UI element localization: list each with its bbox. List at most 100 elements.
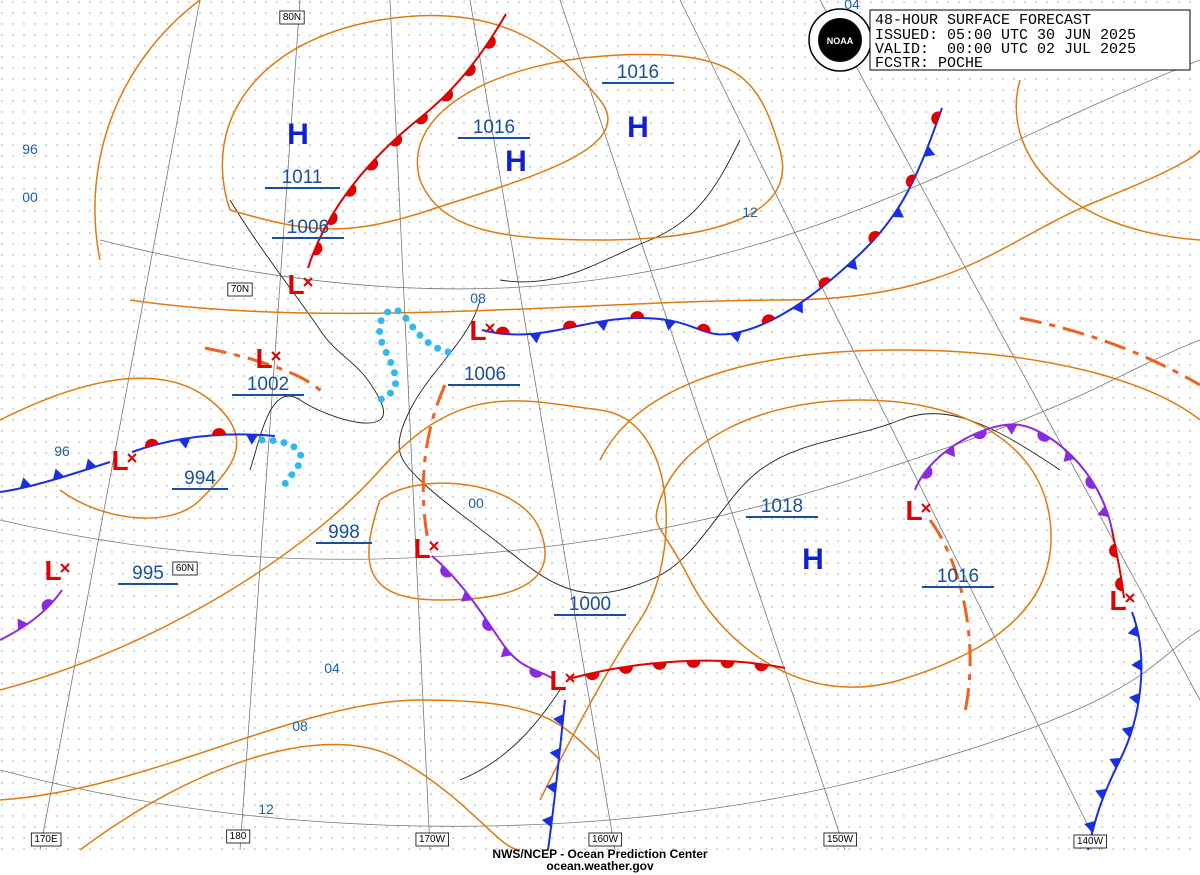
warm-symbol [905, 174, 916, 188]
warm-symbol [327, 211, 338, 225]
semicircle [41, 599, 54, 612]
semicircle [754, 663, 769, 672]
cold-symbol [846, 258, 858, 271]
dry-line [376, 306, 452, 404]
semicircle [484, 35, 496, 49]
cold-symbol [1097, 505, 1109, 518]
warm-symbol [389, 134, 403, 147]
cold-symbol [596, 320, 609, 332]
triangle [1129, 692, 1140, 705]
semicircle [1037, 431, 1051, 442]
warm-symbol [145, 438, 159, 448]
grid-label: 80N [283, 12, 301, 23]
high-center: H [802, 543, 824, 576]
cold-symbol [541, 815, 553, 828]
triangle [85, 458, 97, 470]
warm-symbol [720, 660, 735, 669]
cold-symbol [19, 477, 32, 489]
cold-symbol [664, 319, 676, 331]
low-x [271, 351, 281, 361]
isobar-label: 00 [468, 495, 484, 511]
warm-symbol [585, 671, 600, 681]
cold-symbol [1127, 625, 1139, 638]
triangle [1095, 788, 1107, 800]
isobar-label: 04 [844, 0, 860, 12]
warm-symbol [415, 112, 428, 125]
warm-symbol [563, 320, 577, 330]
grid-label-box [1073, 834, 1108, 849]
triangle [500, 646, 513, 658]
warm-symbol [1037, 431, 1051, 442]
trough [421, 384, 447, 541]
trough [204, 346, 324, 394]
warm-symbol [754, 663, 769, 672]
triangle [529, 332, 542, 344]
semicircle [464, 63, 476, 77]
grid-label-box [823, 832, 858, 847]
triangle [1084, 820, 1096, 833]
warm-symbol [686, 660, 701, 668]
warm-symbol [818, 277, 832, 289]
triangle [730, 331, 742, 343]
semicircle [1115, 577, 1124, 591]
grid-label-box [415, 832, 450, 847]
triangle [178, 437, 191, 449]
pressure-label: 998 [328, 522, 360, 543]
triangle [923, 145, 936, 157]
pressure-label: 1006 [464, 364, 506, 385]
cold-symbol [545, 781, 557, 794]
pressure-labels: 1011 1006 1016 1016 1002 994 995 998 100… [118, 62, 994, 616]
triangle [846, 258, 858, 271]
triangle [541, 815, 553, 828]
trough [928, 519, 972, 713]
pressure-label: 1016 [617, 62, 659, 83]
warm-symbol [1115, 577, 1124, 591]
cold-symbol [1129, 692, 1140, 705]
cold-front [1087, 611, 1143, 851]
semicircle [652, 662, 667, 670]
header-box: 48-HOUR SURFACE FORECAST ISSUED: 05:00 U… [869, 9, 1191, 72]
low-center: L [255, 343, 272, 374]
warm-symbol [484, 35, 496, 49]
semicircle [696, 323, 711, 334]
cold-symbol [1121, 726, 1134, 738]
grid-label: 70N [231, 284, 249, 295]
grid-label-box [172, 561, 198, 576]
low-x [127, 453, 137, 463]
warm-symbol [441, 89, 453, 102]
cold-symbol [1109, 757, 1122, 769]
warm-symbol [652, 662, 667, 670]
cold-symbol [1084, 820, 1096, 833]
semicircle [720, 660, 735, 669]
pressure-label: 1018 [761, 496, 803, 517]
warm-symbol [1085, 476, 1097, 489]
triangle [892, 206, 904, 218]
isobar-label: 12 [258, 801, 274, 817]
triangle [1127, 625, 1139, 638]
semicircle [312, 241, 323, 256]
cold-front [547, 699, 566, 851]
grid-label: 60N [176, 563, 194, 574]
semicircle [1109, 543, 1118, 558]
triangle [792, 301, 804, 314]
low-x [921, 503, 931, 513]
semicircle [415, 112, 428, 125]
triangle [1121, 726, 1134, 738]
warm-symbol [482, 618, 494, 631]
low-center: L [905, 495, 922, 526]
isobars [0, 0, 1200, 851]
cold-front [0, 461, 111, 493]
cold-symbol [52, 468, 65, 480]
isobar-label: 96 [54, 443, 70, 459]
low-center: L [413, 533, 430, 564]
triangle [1005, 424, 1018, 435]
isobar-label: 08 [470, 290, 486, 306]
grid-label: 170E [34, 834, 58, 845]
semicircle [327, 211, 338, 225]
warm-symbol [212, 428, 227, 436]
grid-label-box [226, 829, 251, 844]
grid-label: 140W [1077, 836, 1104, 847]
semicircle [630, 311, 645, 319]
semicircle [761, 314, 776, 325]
isobar-label: 12 [742, 204, 758, 220]
